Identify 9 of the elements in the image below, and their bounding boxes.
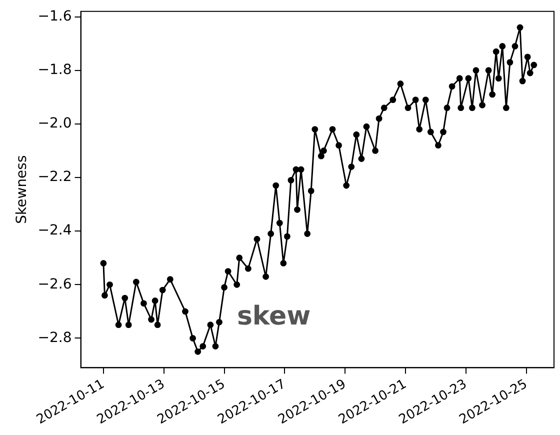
y-tick-label: −2.0 bbox=[38, 116, 72, 132]
y-axis-title: Skewness bbox=[14, 155, 30, 224]
y-tick-label: −2.4 bbox=[38, 222, 72, 239]
annotation: skew bbox=[236, 302, 311, 332]
y-tick-label: −2.8 bbox=[38, 330, 72, 346]
y-tick-label: −1.6 bbox=[38, 8, 72, 24]
y-tick-label: −1.8 bbox=[38, 62, 72, 78]
y-tick-label: −2.6 bbox=[38, 276, 72, 292]
y-tick-label: −2.2 bbox=[38, 169, 72, 186]
